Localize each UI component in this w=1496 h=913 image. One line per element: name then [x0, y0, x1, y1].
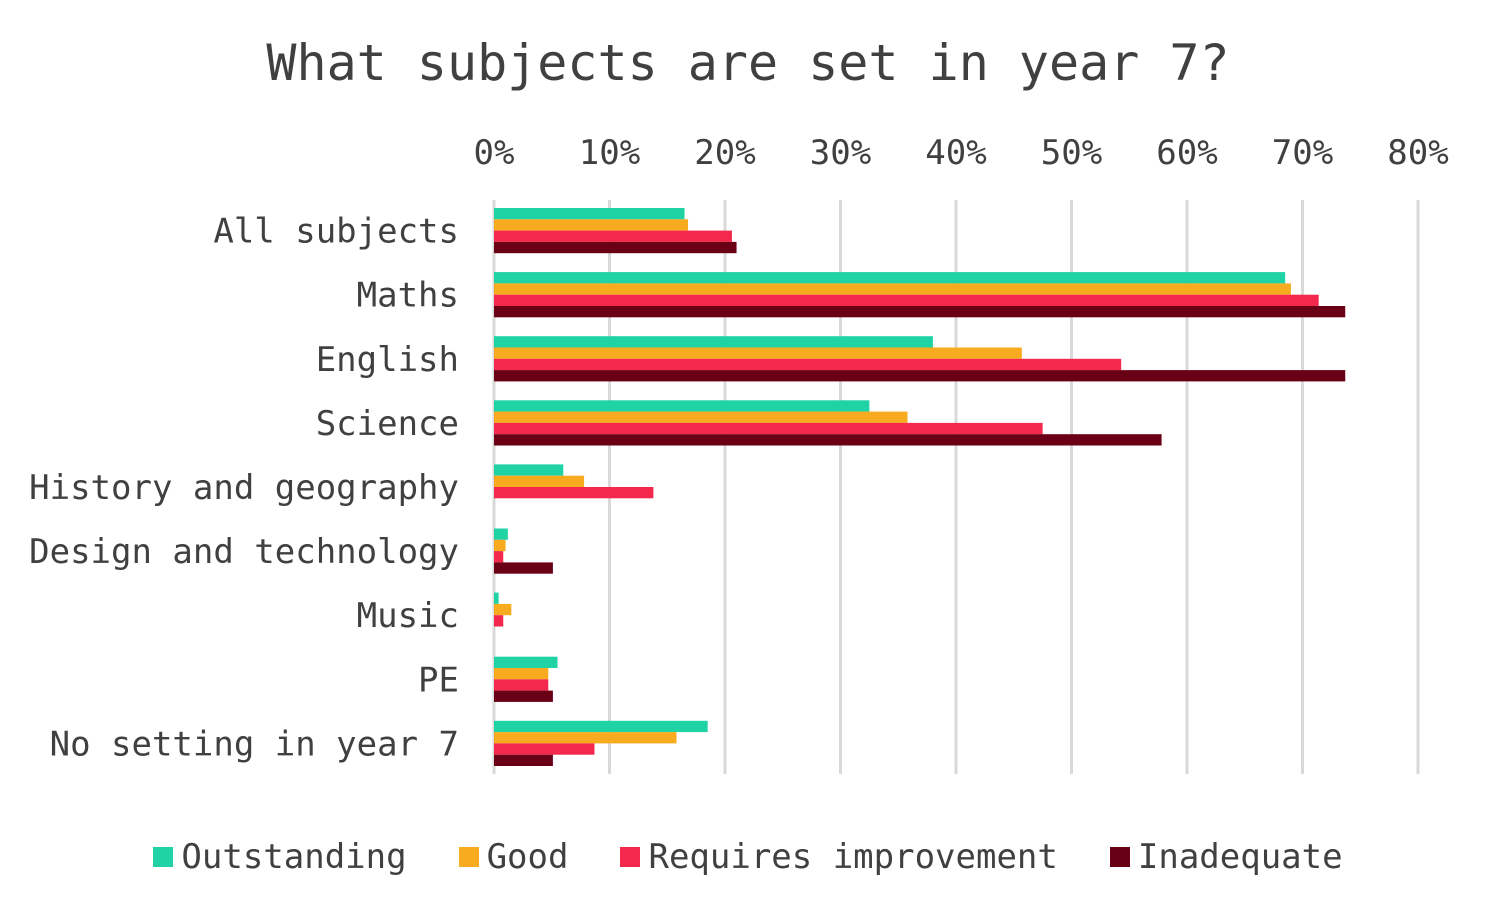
x-tick-label: 30% — [810, 133, 871, 173]
category-label: No setting in year 7 — [50, 724, 459, 764]
bar — [494, 241, 737, 254]
legend-entry: Outstanding — [153, 837, 407, 877]
category-label: Maths — [357, 276, 459, 316]
bar — [494, 528, 508, 540]
x-tick-label: 80% — [1387, 133, 1448, 173]
category-label: Design and technology — [29, 532, 459, 572]
bar — [494, 603, 512, 616]
bar — [494, 743, 595, 755]
legend-entry: Good — [458, 837, 569, 877]
bar — [494, 539, 506, 552]
legend-swatch — [153, 847, 174, 867]
bar — [494, 336, 933, 348]
legend-label: Requires improvement — [648, 837, 1058, 877]
category-label: History and geography — [29, 468, 459, 508]
bar — [494, 615, 504, 627]
bar — [494, 668, 549, 680]
bar — [494, 679, 549, 691]
bar — [494, 656, 558, 668]
bar — [494, 294, 1319, 306]
bar — [494, 272, 1286, 284]
bar — [494, 475, 585, 487]
category-label: PE — [418, 660, 459, 700]
bar — [494, 400, 870, 412]
bar — [494, 411, 908, 423]
legend-entry: Inadequate — [1109, 837, 1343, 877]
bar — [494, 690, 553, 702]
category-label: All subjects — [213, 212, 459, 252]
chart-legend: Outstanding Good Requires improvement Inade… — [0, 832, 1496, 882]
x-tick-label: 50% — [1041, 133, 1102, 173]
bar — [494, 370, 1346, 382]
legend-entry: Requires improvement — [620, 837, 1058, 877]
x-tick-label: 60% — [1156, 133, 1217, 173]
bar — [494, 208, 685, 220]
x-tick-label: 20% — [694, 133, 755, 173]
bar — [494, 732, 677, 744]
bar — [494, 720, 708, 733]
legend-label: Outstanding — [181, 837, 407, 877]
bar — [494, 592, 499, 604]
bar — [494, 464, 564, 476]
category-label: Music — [357, 596, 459, 636]
bar — [494, 551, 504, 563]
bar — [494, 487, 654, 499]
x-tick-label: 70% — [1272, 133, 1333, 173]
bar — [494, 434, 1162, 446]
x-tick-label: 10% — [579, 133, 640, 173]
category-label: English — [316, 340, 459, 380]
legend-swatch — [458, 847, 479, 867]
x-tick-label: 40% — [925, 133, 986, 173]
bar — [494, 219, 689, 231]
bar — [494, 283, 1291, 295]
legend-swatch — [620, 847, 641, 867]
chart-title: What subjects are set in year 7? — [266, 34, 1230, 92]
legend-label: Inadequate — [1137, 837, 1343, 877]
category-label: Science — [316, 404, 459, 444]
bar — [494, 347, 1022, 359]
bar — [494, 422, 1043, 435]
legend-label: Good — [486, 837, 569, 877]
bar — [494, 754, 553, 766]
bar — [494, 230, 732, 242]
bar — [494, 562, 553, 574]
bar — [494, 358, 1122, 371]
bar — [494, 306, 1346, 318]
legend-swatch — [1109, 847, 1130, 867]
x-tick-label: 0% — [474, 133, 515, 173]
